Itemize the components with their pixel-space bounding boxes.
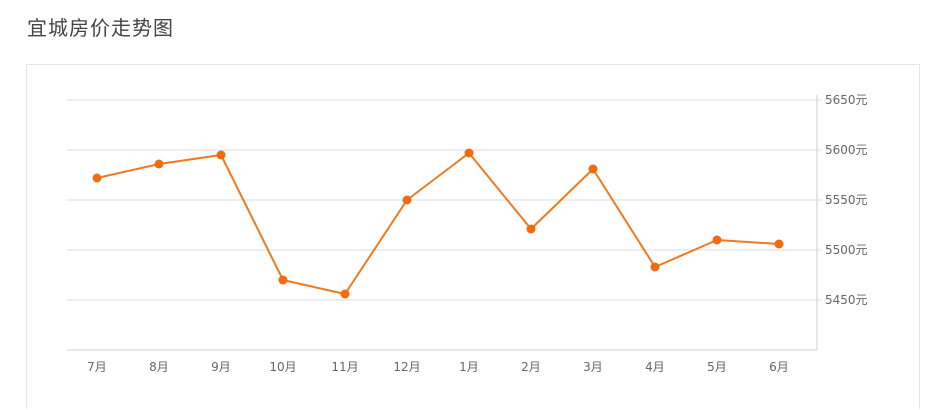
data-point[interactable]: [464, 148, 474, 158]
data-point[interactable]: [774, 239, 784, 249]
y-tick-label: 5500元: [825, 243, 868, 257]
data-point[interactable]: [588, 164, 598, 174]
data-point[interactable]: [712, 235, 722, 245]
y-tick-label: 5450元: [825, 293, 868, 307]
y-tick-label: 5650元: [825, 93, 868, 107]
x-tick-label: 3月: [583, 360, 603, 374]
x-tick-label: 6月: [769, 360, 789, 374]
x-tick-label: 5月: [707, 360, 727, 374]
data-point[interactable]: [278, 275, 288, 285]
page-title: 宜城房价走势图: [27, 16, 174, 40]
data-point[interactable]: [340, 289, 350, 299]
y-tick-label: 5550元: [825, 193, 868, 207]
chart-card: 5450元 5500元 5550元 5600元 5650元 7月 8月 9月 10月 11月 12…: [26, 64, 920, 409]
x-tick-label: 7月: [87, 360, 107, 374]
x-tick-label: 12月: [393, 360, 420, 374]
grid-lines: [67, 99, 817, 301]
data-point[interactable]: [216, 150, 226, 160]
series-layer: [92, 148, 784, 299]
data-point[interactable]: [154, 159, 164, 169]
data-point[interactable]: [92, 173, 102, 183]
x-tick-label: 2月: [521, 360, 541, 374]
axes: [67, 95, 818, 351]
y-axis-tick-labels: 5450元 5500元 5550元 5600元 5650元: [817, 93, 868, 307]
x-tick-label: 1月: [459, 360, 479, 374]
x-tick-label: 11月: [331, 360, 358, 374]
x-tick-label: 4月: [645, 360, 665, 374]
x-tick-label: 8月: [149, 360, 169, 374]
x-tick-label: 10月: [269, 360, 296, 374]
data-point[interactable]: [402, 195, 412, 205]
y-tick-label: 5600元: [825, 143, 868, 157]
x-tick-label: 9月: [211, 360, 231, 374]
data-point[interactable]: [650, 262, 660, 272]
data-point[interactable]: [526, 224, 536, 234]
x-axis-tick-labels: 7月 8月 9月 10月 11月 12月 1月 2月 3月 4月 5月 6月: [87, 360, 789, 374]
series-line: [96, 152, 780, 295]
price-trend-chart: 5450元 5500元 5550元 5600元 5650元 7月 8月 9月 10月 11月 12…: [67, 93, 868, 374]
